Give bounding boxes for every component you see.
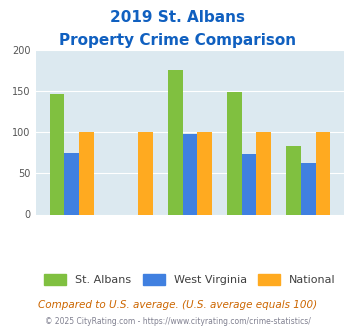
Text: Compared to U.S. average. (U.S. average equals 100): Compared to U.S. average. (U.S. average … bbox=[38, 300, 317, 310]
Bar bbox=[168, 70, 182, 214]
Bar bbox=[197, 132, 212, 214]
Bar bbox=[301, 163, 316, 214]
Text: © 2025 CityRating.com - https://www.cityrating.com/crime-statistics/: © 2025 CityRating.com - https://www.city… bbox=[45, 317, 310, 326]
Bar bbox=[227, 91, 242, 214]
Bar bbox=[316, 132, 330, 214]
Bar bbox=[286, 146, 301, 214]
Bar bbox=[50, 94, 64, 214]
Bar bbox=[242, 154, 256, 214]
Bar bbox=[64, 152, 79, 214]
Bar bbox=[182, 135, 197, 214]
Text: 2019 St. Albans: 2019 St. Albans bbox=[110, 10, 245, 25]
Bar bbox=[79, 132, 94, 214]
Bar bbox=[256, 132, 271, 214]
Bar bbox=[138, 132, 153, 214]
Legend: St. Albans, West Virginia, National: St. Albans, West Virginia, National bbox=[40, 270, 340, 290]
Text: Property Crime Comparison: Property Crime Comparison bbox=[59, 33, 296, 48]
